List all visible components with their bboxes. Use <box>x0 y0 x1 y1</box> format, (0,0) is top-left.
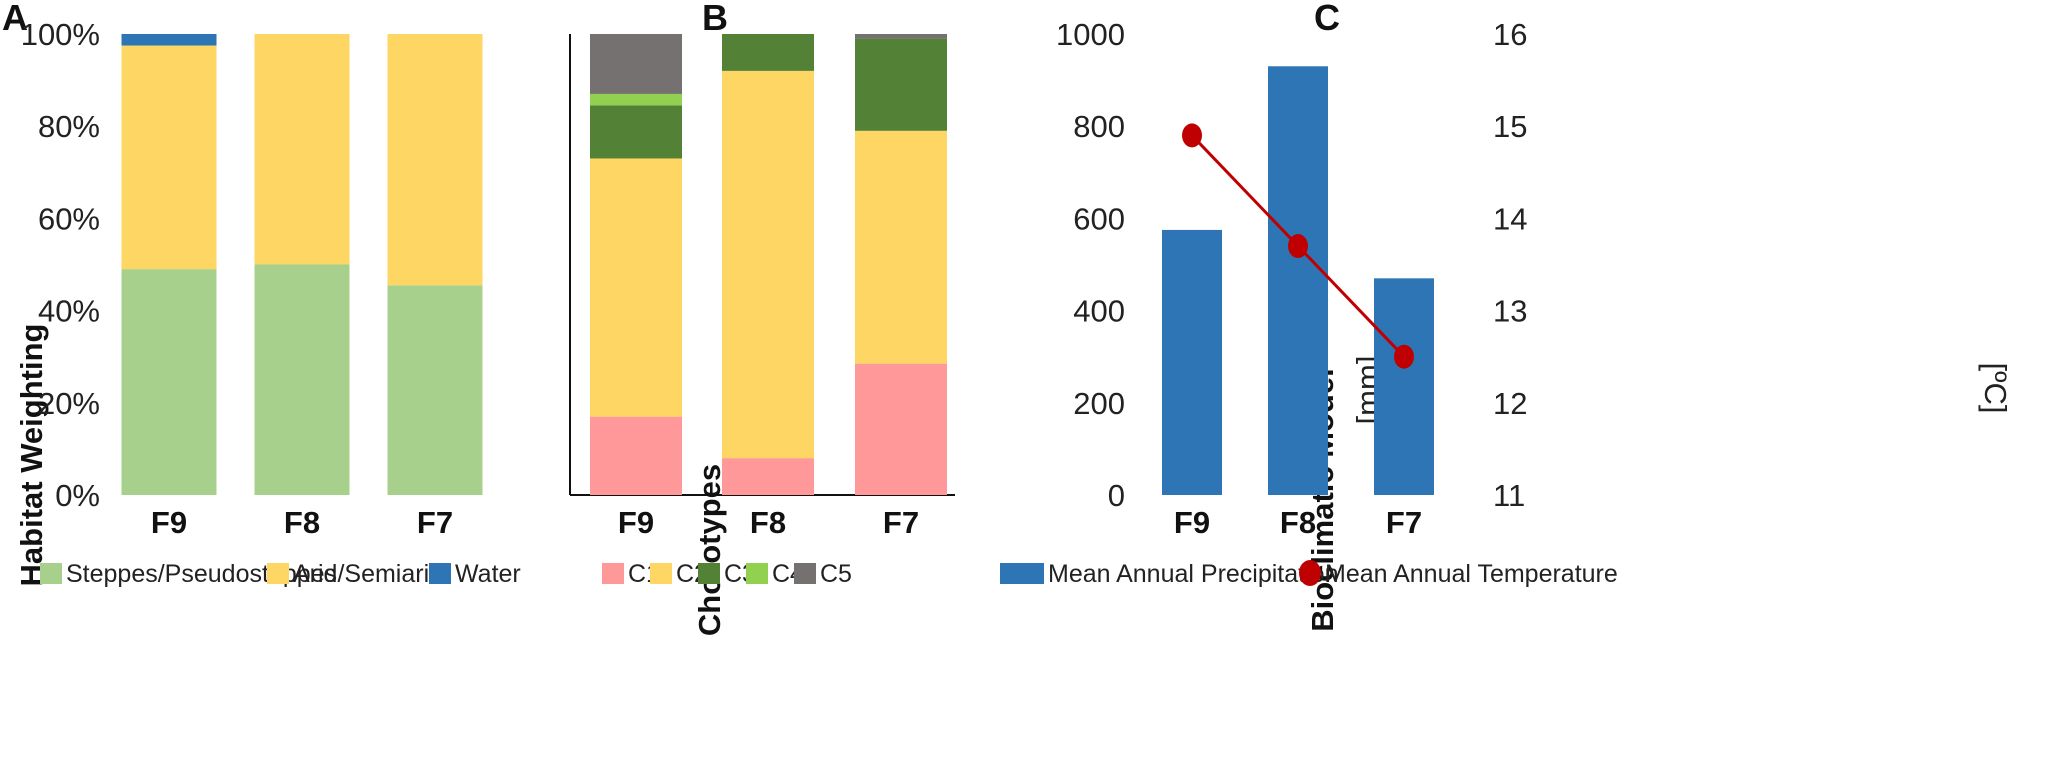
legend-swatch-water <box>429 563 451 584</box>
panel-a-bar-f9-arid-semiarid <box>121 45 217 270</box>
panel-c-left-tick-label: 800 <box>1073 109 1125 144</box>
panel-b-bar-f7-c5 <box>855 34 947 39</box>
panel-c-bar-f9 <box>1162 229 1222 496</box>
panel-a-y-tick-label: 80% <box>38 109 100 144</box>
legend-label-water: Water <box>455 560 521 588</box>
legend-label-c5: C5 <box>820 560 852 588</box>
panel-c-left-tick-label: 1000 <box>1056 17 1125 52</box>
legend-swatch-c4 <box>746 563 768 584</box>
panel-b-bar-f9-c5 <box>590 34 682 94</box>
panel-c-temperature-point-f8 <box>1288 234 1308 259</box>
panel-c-temperature-point-f9 <box>1182 123 1202 148</box>
panel-c-left-tick-label: 600 <box>1073 201 1125 236</box>
legend-label-arid-semiarid: Arid/Semiarid <box>293 560 443 588</box>
panel-b-bar-f9-c2 <box>590 158 682 417</box>
legend-swatch-steppes-pseudosteppes <box>40 563 62 584</box>
panel-c-right-tick-label: 16 <box>1493 17 1527 52</box>
panel-b-bar-f9-c4 <box>590 93 682 106</box>
panel-a-y-tick-label: 100% <box>21 17 100 52</box>
panel-a-y-tick-label: 0% <box>55 478 100 513</box>
panel-a-y-tick-label: 40% <box>38 294 100 329</box>
legend-label-mean-annual-temperature: Mean Annual Temperature <box>1325 560 1618 588</box>
panel-label-c: C <box>1314 0 1340 38</box>
legend-swatch-arid-semiarid <box>267 563 289 584</box>
legend-swatch-mean-annual-precipitation <box>1000 563 1044 584</box>
panel-c-left-tick-label: 200 <box>1073 386 1125 421</box>
panel-a-y-tick-label: 20% <box>38 386 100 421</box>
panel-b-bar-f7-c2 <box>855 130 947 364</box>
panel-a-y-tick-label: 60% <box>38 201 100 236</box>
legend-swatch-c1 <box>602 563 624 584</box>
panel-b-y-axis-title: Chorotypes <box>692 464 727 636</box>
panel-a-bar-f8-arid-semiarid <box>254 34 350 265</box>
panel-label-b: B <box>702 0 728 38</box>
panel-c-temperature-point-f7 <box>1394 344 1414 369</box>
panel-c-right-tick-label: 14 <box>1493 201 1527 236</box>
panel-a-x-tick-label: F7 <box>417 505 453 540</box>
panel-b-x-tick-label: F7 <box>883 505 919 540</box>
legend-swatch-c2 <box>650 563 672 584</box>
legend-marker-mean-annual-temperature <box>1299 560 1321 586</box>
panel-a-bar-f9-steppes-pseudosteppes <box>121 269 217 495</box>
panel-c-x-tick-label: F8 <box>1280 505 1316 540</box>
panel-a-y-axis-title: Habitat Weighting <box>14 324 49 587</box>
panel-c-bar-f8 <box>1268 66 1328 496</box>
legend-swatch-c3 <box>698 563 720 584</box>
panel-a-x-tick-label: F8 <box>284 505 320 540</box>
panel-b-x-tick-label: F8 <box>750 505 786 540</box>
panel-a-bar-f8-steppes-pseudosteppes <box>254 264 350 495</box>
panel-b-x-tick-label: F9 <box>618 505 654 540</box>
panel-b-legend: C1 C2 C3 C4 C5 <box>602 560 852 588</box>
panel-c-right-unit: [ºC] <box>1978 363 2013 414</box>
panel-b-bar-f7-c3 <box>855 38 947 131</box>
panel-c-left-tick-label: 400 <box>1073 294 1125 329</box>
panel-b-chart: F9 F8 F7 <box>569 34 955 540</box>
panel-c-right-tick-label: 13 <box>1493 294 1527 329</box>
panel-b-bar-f7-c1 <box>855 363 947 495</box>
panel-label-a: A <box>2 0 28 38</box>
panel-b-bar-f8-c3 <box>722 34 814 71</box>
panel-a-bar-f7-arid-semiarid <box>387 34 483 286</box>
panel-c-x-tick-label: F7 <box>1386 505 1422 540</box>
panel-c-left-tick-label: 0 <box>1108 478 1125 513</box>
panel-c-right-tick-label: 11 <box>1493 478 1525 513</box>
panel-c-right-tick-label: 12 <box>1493 386 1527 421</box>
panel-a-bar-f9-water <box>121 34 217 46</box>
panel-b-bar-f8-c2 <box>722 70 814 459</box>
panel-a-chart: 0% 20% 40% 60% 80% 100% F9 F8 F7 <box>21 17 483 540</box>
panel-c-bar-f7 <box>1374 278 1434 495</box>
panel-a-bar-f7-steppes-pseudosteppes <box>387 285 483 495</box>
panel-b-bar-f9-c1 <box>590 416 682 495</box>
panel-a-x-tick-label: F9 <box>151 505 187 540</box>
panel-c-right-tick-label: 15 <box>1493 109 1527 144</box>
legend-label-steppes-pseudosteppes: Steppes/Pseudosteppes <box>66 560 337 588</box>
panel-b-bar-f8-c1 <box>722 458 814 495</box>
legend-label-mean-annual-precipitation: Mean Annual Precipitation <box>1048 560 1338 588</box>
panel-c-x-tick-label: F9 <box>1174 505 1210 540</box>
legend-swatch-c5 <box>794 563 816 584</box>
panel-b-bar-f9-c3 <box>590 105 682 159</box>
panel-c-chart: 0 200 400 600 800 1000 11 12 13 14 15 16 F9 F8 F7 <box>1056 17 1527 540</box>
